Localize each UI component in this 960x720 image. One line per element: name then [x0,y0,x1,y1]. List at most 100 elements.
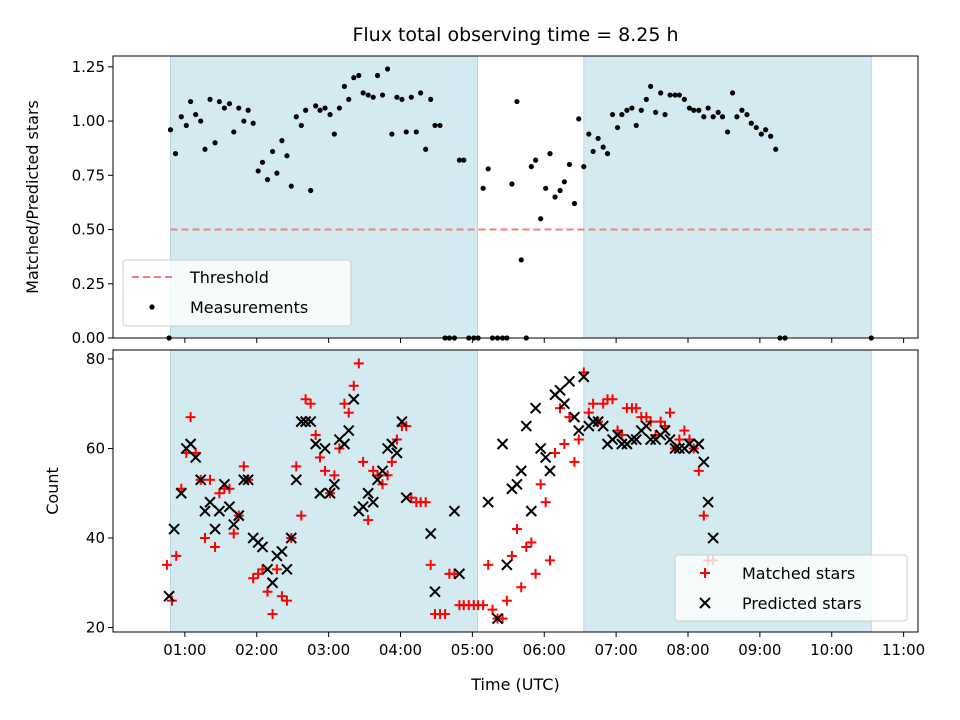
predicted-stars-legend-swatch [699,597,711,609]
bot-x-tick-label: 04:00 [379,641,422,659]
predicted-star-point [391,447,403,459]
predicted-star-point [616,438,628,450]
predicted-star-point [328,478,341,490]
matched-star-point [693,465,704,476]
matched-star-point [406,492,417,503]
predicted-star-point [520,420,532,432]
bot-x-tick-label: 07:00 [595,641,638,659]
predicted-star-point [554,384,566,396]
measurement-point [686,105,693,111]
measurement-point [753,124,759,131]
predicted-star-point [659,424,671,437]
matched-star-point [511,524,522,535]
bot-x-tick-label: 02:00 [235,641,278,659]
measurement-point [744,111,750,118]
predicted-star-point [299,415,312,428]
bot-x-tick-label: 03:00 [307,641,350,659]
matched-star-point [607,394,618,405]
measurement-point [763,127,769,133]
measurement-point [221,105,228,111]
predicted-star-point [362,487,374,499]
bot-y-tick-label: 40 [86,529,105,547]
measurement-point [403,129,409,135]
top-shaded-region-1 [583,55,872,339]
measurement-point [633,122,639,129]
bot-x-tick-label: 08:00 [666,641,709,659]
matched-star-point [530,568,541,579]
measurement-point [691,107,697,113]
bot-y-tick-label: 80 [86,350,105,368]
matched-star-point [343,407,354,418]
matched-star-point [501,595,512,606]
measurement-point [183,122,189,129]
measurement-point [365,92,371,98]
measurement-point [561,179,567,185]
predicted-star-point [396,415,408,428]
predicted-star-point [238,474,250,486]
predicted-star-point [376,465,389,477]
predicted-star-point [529,402,542,414]
measurement-point [418,90,424,96]
measurement-point [308,187,314,194]
top-x-ticks [184,338,905,343]
predicted-star-point [424,527,437,540]
measurement-point [480,185,486,191]
matched-star-point [248,573,259,584]
top-plot-frame [112,55,919,339]
measurement-point [461,157,467,163]
predicted-star-point [611,429,624,441]
measurement-point [681,96,688,102]
measurement-point [193,111,199,118]
matched-star-point [161,559,172,570]
predicted-star-point [194,474,207,486]
bot-y-tick-label: 60 [86,439,105,457]
matched-star-point [516,582,527,593]
predicted-star-point [669,442,681,455]
measurement-point [216,98,222,105]
measurement-point [322,105,328,111]
measurement-point [710,114,716,120]
measurement-point [374,72,381,79]
measurement-point [667,92,673,98]
predicted-star-point [233,509,245,522]
measurement-point [384,66,391,72]
predicted-star-point [223,500,236,513]
measurement-point [408,94,414,100]
top-shaded-regions [170,55,872,339]
matched-star-point [353,358,364,369]
matched-star-point [386,456,397,467]
measurement-point [724,129,731,135]
top-y-tick-label: 1.25 [72,58,105,76]
matched-star-point [358,456,369,467]
predicted-star-point [338,438,351,450]
measurement-point [167,127,174,133]
measurement-point [485,166,491,172]
measurement-point [456,157,463,163]
measurement-point [293,114,299,120]
predicted-star-point [501,559,513,571]
predicted-star-point [640,420,653,432]
predicted-star-point [707,532,719,544]
measurement-point [370,94,376,100]
measurement-point [739,107,745,113]
predicted-star-point [558,398,571,410]
measurement-point [284,153,290,159]
matched-star-point [315,452,325,463]
measurement-point [629,105,635,111]
matched-star-point [665,407,676,418]
matched-star-point [569,456,580,467]
measurement-point [566,161,573,168]
bottom-y-axis-label: Count [43,467,62,515]
predicted-star-point [261,563,274,576]
predicted-star-point [256,541,269,553]
measurement-point [705,105,711,111]
measurement-point [768,133,774,139]
predicted-star-point [453,568,466,580]
measurement-point [571,200,578,207]
matched-star-point [521,541,532,552]
predicted-star-point [664,433,676,446]
measurement-point [394,94,400,100]
measurement-point [231,129,237,135]
measurements-legend-swatch [149,304,155,310]
